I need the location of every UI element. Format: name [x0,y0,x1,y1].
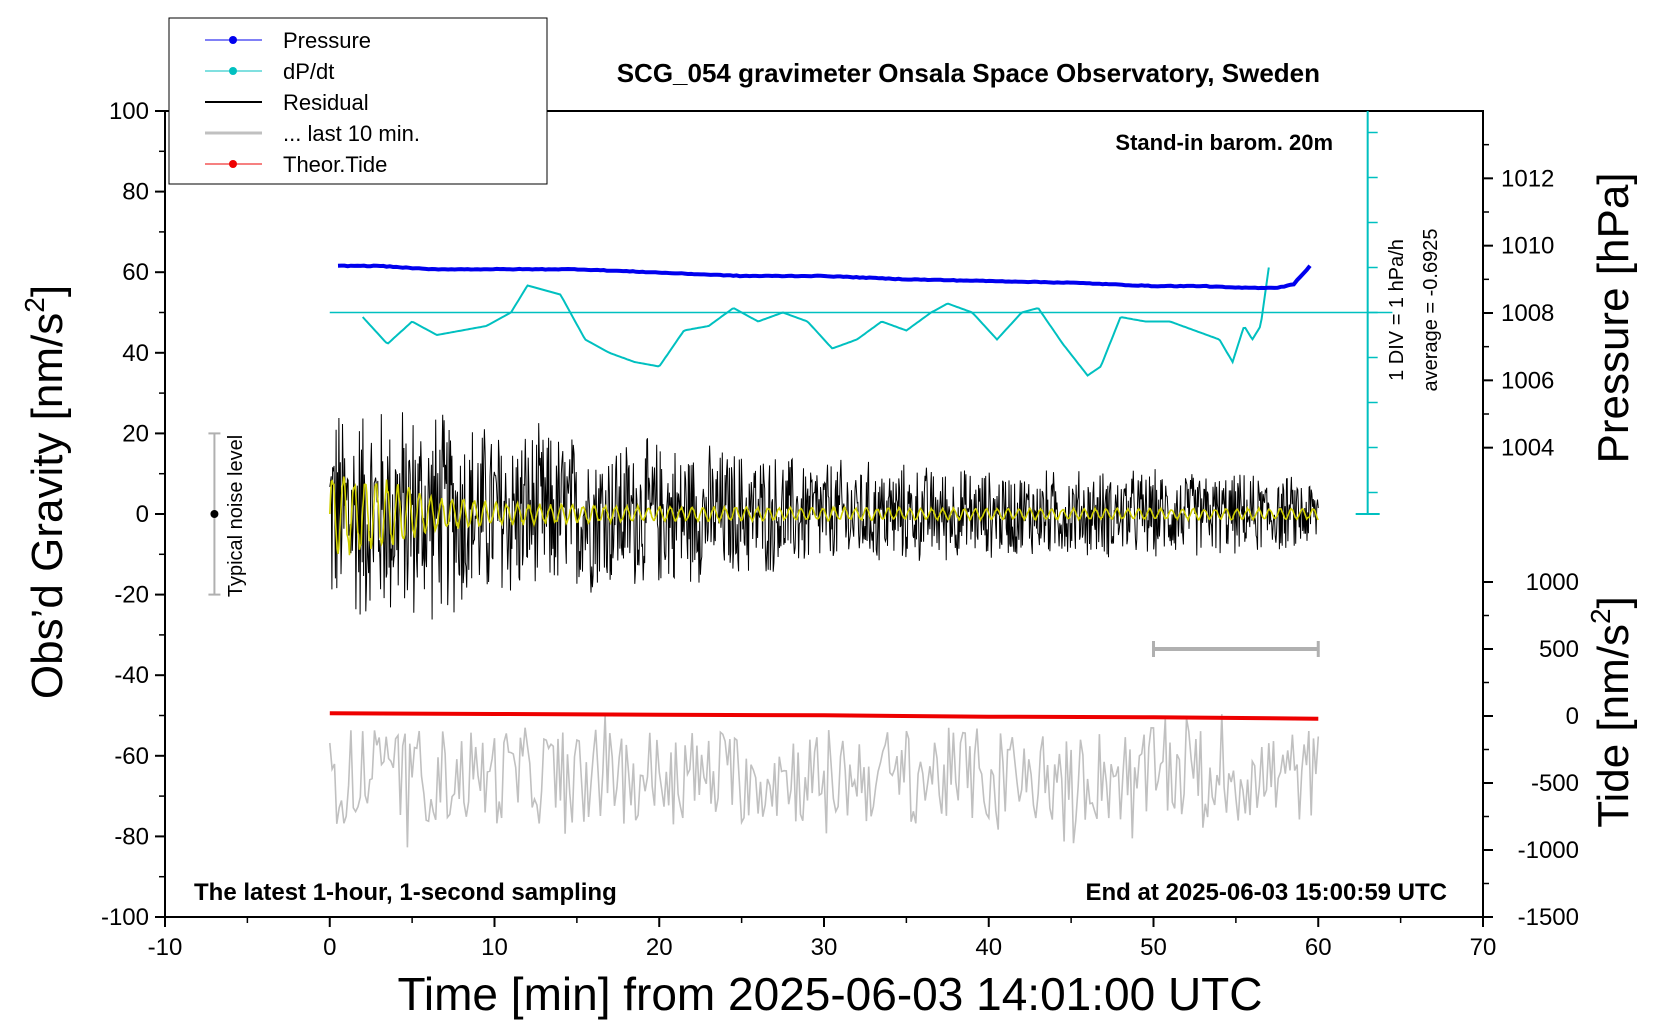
chart-title: SCG_054 gravimeter Onsala Space Observat… [617,58,1320,88]
y-tick-label: -40 [114,662,149,689]
y-label-tide-text: Tide [nm/s [1589,624,1638,828]
x-tick-label: 60 [1305,934,1332,961]
y-tick-label: -100 [101,904,149,931]
y-tick-label: 80 [122,179,149,206]
series-residual-line [329,412,1319,620]
y-tick-label: 20 [122,420,149,447]
y-tick-label: -20 [114,582,149,609]
y-label-gravity-sup: 2 [19,297,50,313]
x-tick-label: 10 [481,934,508,961]
x-tick-label: 20 [646,934,673,961]
series-filtered-residual-line [329,476,1319,556]
legend-marker [229,36,237,44]
tide-tick-label: -1000 [1518,837,1579,864]
legend-label: Pressure [283,28,371,53]
tide-tick-label: 500 [1539,636,1579,663]
legend-label: ... last 10 min. [283,121,420,146]
y-tick-label: -60 [114,743,149,770]
annotation-barometer: Stand-in barom. 20m [1115,130,1333,155]
x-tick-label: 0 [323,934,336,961]
pressure-tick-label: 1006 [1501,367,1554,394]
x-tick-label: 70 [1470,934,1497,961]
legend-marker [229,160,237,168]
legend-marker [229,67,237,75]
y-tick-label: 0 [136,501,149,528]
tide-tick-label: -500 [1531,770,1579,797]
annotation-end-time: End at 2025-06-03 15:00:59 UTC [1086,879,1448,906]
x-tick-label: 40 [975,934,1002,961]
legend-label: Theor.Tide [283,152,387,177]
noise-level-marker [210,510,219,518]
series-dpdt-line [361,267,1270,377]
pressure-tick-label: 1012 [1501,165,1554,192]
x-axis: -10 0 10 20 30 40 50 60 70 [148,917,1497,961]
x-tick-label: -10 [148,934,183,961]
y-label-tide-close: ] [1589,596,1638,608]
legend-label: dP/dt [283,59,334,84]
y-axis-label-pressure: Pressure [hPa] [1589,172,1638,463]
pressure-tick-label: 1010 [1501,233,1554,260]
legend-label: Residual [283,90,369,115]
y-axis-pressure: 1012 1010 1008 1006 1004 [1483,143,1554,462]
y-tick-label: -80 [114,823,149,850]
y-tick-label: 100 [109,98,149,125]
y-label-gravity-close: ] [23,285,72,297]
y-tick-label: 60 [122,259,149,286]
series-theoretical-tide-line [329,711,1319,721]
series-last-10-min-line [329,714,1320,848]
x-tick-label: 50 [1140,934,1167,961]
annotation-dpdt-scale: 1 DIV = 1 hPa/h [1386,239,1408,381]
y-axis-tide: 1000 500 0 -500 -1000 -1500 [1483,569,1579,931]
y-label-gravity-text: Obs’d Gravity [nm/s [23,313,72,699]
annotation-latest: The latest 1-hour, 1-second sampling [194,879,617,906]
series-pressure-line [337,263,1312,291]
pressure-tick-label: 1004 [1501,435,1554,462]
y-tick-label: 40 [122,340,149,367]
tide-tick-label: -1500 [1518,904,1579,931]
tide-tick-label: 1000 [1526,569,1579,596]
annotation-noise-level: Typical noise level [225,435,247,597]
tide-tick-label: 0 [1566,703,1579,730]
y-label-tide-sup: 2 [1585,608,1616,624]
y-axis-label-tide: Tide [nm/s2] [1585,596,1638,828]
y-axis-label-gravity: Obs’d Gravity [nm/s2] [19,285,72,699]
y-axis-gravity: 100 80 60 40 20 0 -20 -40 -60 -80 -100 [101,98,165,931]
legend: Pressure dP/dt Residual ... last 10 min. The… [168,17,548,185]
pressure-tick-label: 1008 [1501,300,1554,327]
x-axis-label: Time [min] from 2025-06-03 14:01:00 UTC [398,968,1263,1020]
x-tick-label: 30 [811,934,838,961]
series-layer [208,111,1393,848]
annotation-dpdt-average: average = -0.6925 [1420,229,1442,392]
